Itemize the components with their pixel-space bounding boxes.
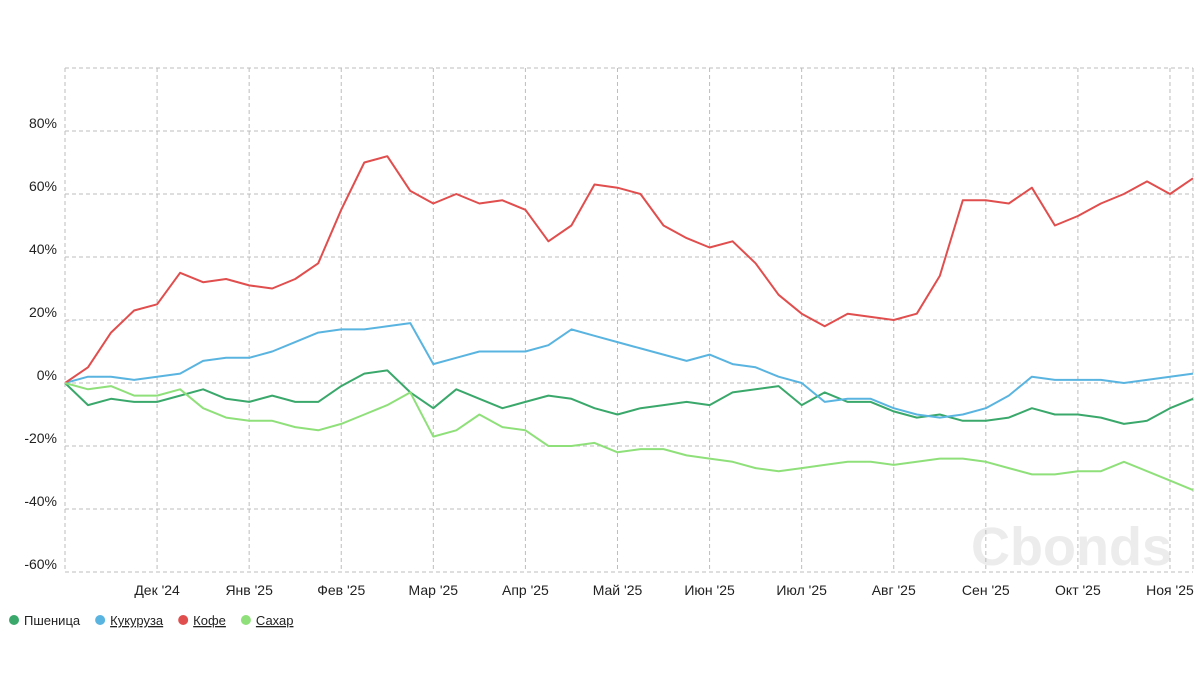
y-tick-label: -20% — [24, 430, 57, 446]
watermark: Cbonds — [971, 517, 1172, 577]
y-tick-label: 80% — [29, 115, 57, 131]
legend-marker — [240, 615, 251, 625]
legend-label: Кофе — [193, 613, 226, 628]
series-line — [64, 155, 1194, 384]
x-tick-label: Янв '25 — [225, 582, 273, 598]
x-tick-label: Сен '25 — [962, 582, 1010, 598]
legend-label: Кукуруза — [110, 613, 164, 628]
x-tick-label: Окт '25 — [1055, 582, 1101, 598]
legend-marker — [95, 615, 106, 625]
legend-label: Сахар — [256, 613, 294, 628]
x-tick-label: Май '25 — [593, 582, 643, 598]
series-line — [64, 322, 1194, 419]
y-tick-label: -60% — [24, 556, 57, 572]
series-line — [64, 369, 1194, 425]
x-tick-label: Мар '25 — [409, 582, 459, 598]
x-tick-label: Авг '25 — [872, 582, 916, 598]
x-tick-label: Дек '24 — [134, 582, 180, 598]
legend-marker — [178, 615, 189, 625]
x-tick-label: Июл '25 — [776, 582, 827, 598]
y-tick-label: -40% — [24, 493, 57, 509]
series-line — [64, 382, 1194, 492]
x-tick-label: Ноя '25 — [1146, 582, 1194, 598]
legend-label: Пшеница — [24, 613, 81, 628]
y-tick-label: 60% — [29, 178, 57, 194]
x-tick-label: Июн '25 — [684, 582, 735, 598]
legend-marker — [9, 615, 19, 625]
y-tick-label: 20% — [29, 304, 57, 320]
y-tick-label: 0% — [37, 367, 57, 383]
x-tick-label: Апр '25 — [502, 582, 549, 598]
x-tick-label: Фев '25 — [317, 582, 365, 598]
y-tick-label: 40% — [29, 241, 57, 257]
